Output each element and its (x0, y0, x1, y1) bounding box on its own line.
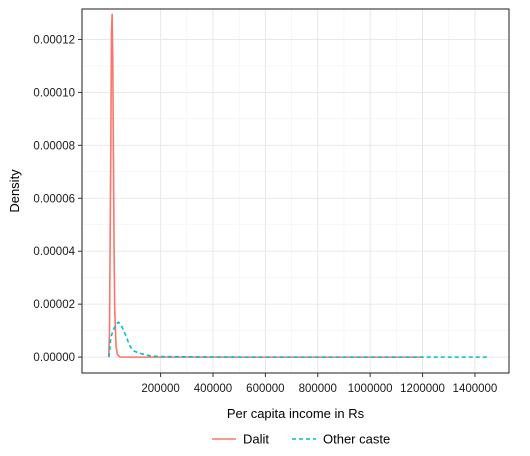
major-gridlines (82, 9, 509, 373)
y-tick-label: 0.00010 (33, 87, 75, 99)
plot-panel-border (81, 8, 510, 374)
legend-label-other-caste: Other caste (323, 432, 390, 447)
x-tick-label: 1400000 (453, 383, 498, 395)
x-axis-title: Per capita income in Rs (227, 406, 365, 421)
y-axis-ticks: 0.00000 0.00002 0.00004 0.00006 0.00008 0.000… (33, 34, 82, 364)
x-axis-ticks: 200000 400000 600000 800000 1000000 1200000 14… (141, 373, 497, 395)
x-tick-label: 400000 (194, 383, 232, 395)
y-tick-label: 0.00008 (33, 140, 75, 152)
minor-gridlines (82, 9, 509, 373)
x-tick-label: 200000 (141, 383, 179, 395)
x-tick-label: 1000000 (348, 383, 393, 395)
y-tick-label: 0.00000 (33, 352, 75, 364)
legend-label-dalit: Dalit (243, 432, 269, 447)
y-tick-label: 0.00012 (33, 34, 75, 46)
legend: Dalit Other caste (212, 432, 390, 447)
y-axis-title: Density (7, 169, 22, 213)
x-tick-label: 600000 (246, 383, 284, 395)
series-line-other-caste (108, 321, 489, 358)
y-tick-label: 0.00006 (33, 193, 75, 205)
series-layer (107, 13, 489, 358)
y-tick-label: 0.00002 (33, 299, 75, 311)
x-tick-label: 800000 (299, 383, 337, 395)
y-tick-label: 0.00004 (33, 246, 75, 258)
series-line-dalit (107, 13, 423, 358)
x-tick-label: 1200000 (400, 383, 445, 395)
